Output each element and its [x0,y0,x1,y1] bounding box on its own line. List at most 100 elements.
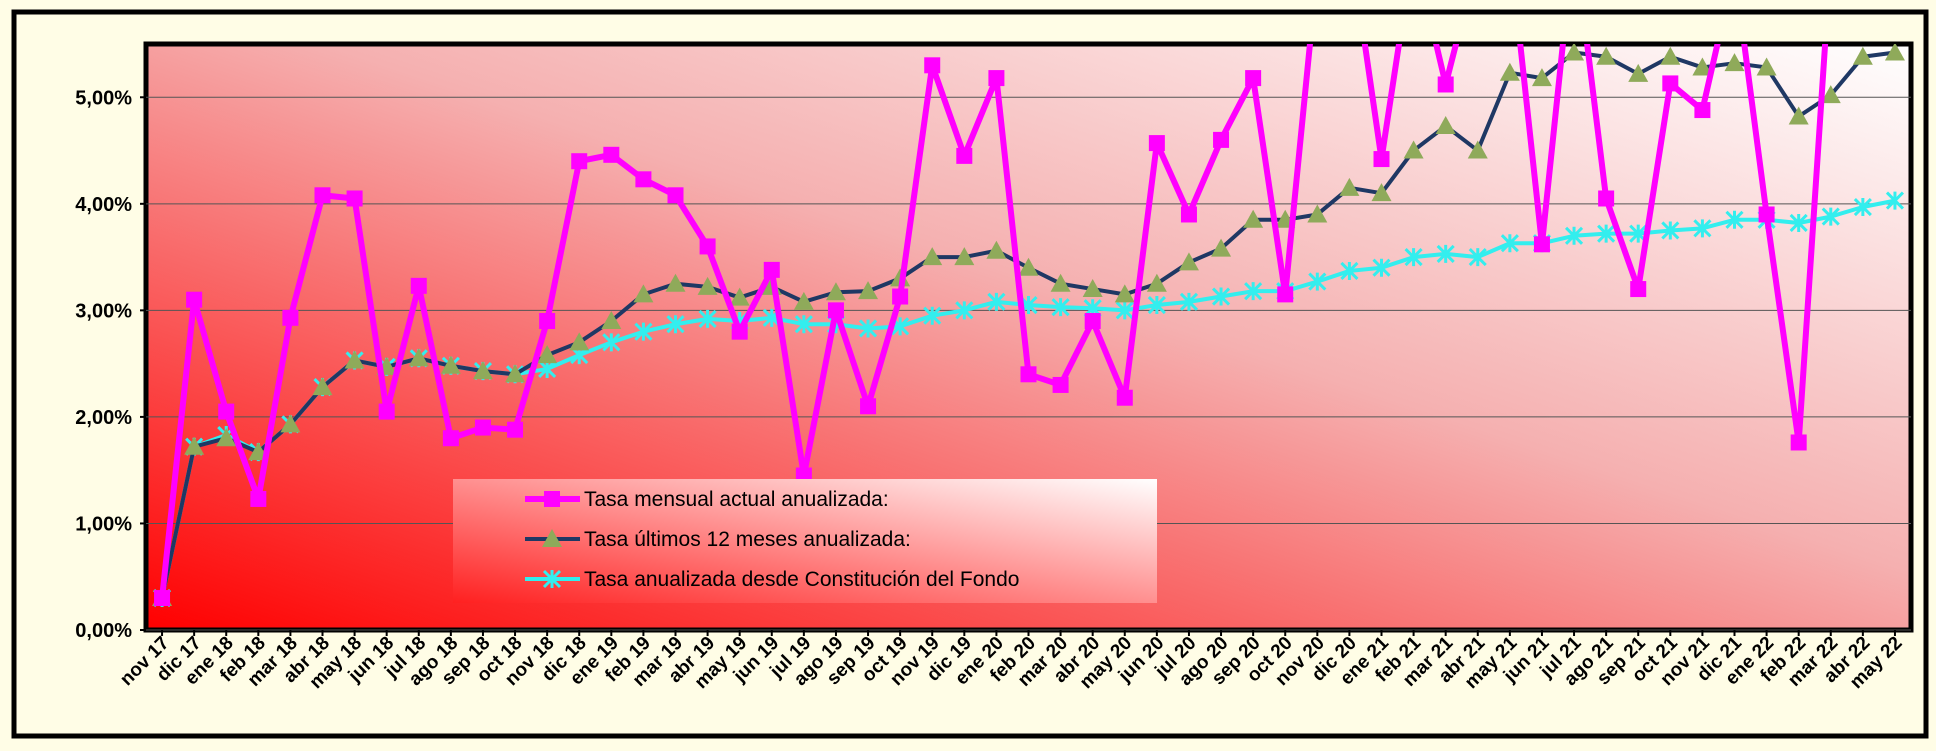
marker [1115,301,1134,320]
marker [1596,46,1617,65]
marker [1820,85,1841,104]
marker [729,287,750,306]
marker [602,333,621,352]
marker [505,364,526,383]
marker [378,403,395,420]
marker [1758,206,1775,223]
marker [312,377,333,396]
marker [860,398,877,415]
marker [1436,244,1455,263]
marker [1051,298,1070,317]
marker [1116,389,1133,406]
marker [1435,116,1456,135]
marker [1630,281,1647,298]
marker [472,361,493,380]
marker [1853,197,1872,217]
marker [633,284,654,303]
marker [858,281,879,300]
y-tick-label: 0,00% [75,620,132,642]
marker [1050,273,1071,292]
marker [698,309,717,328]
marker [1339,177,1360,196]
marker [474,419,491,436]
legend-label: Tasa mensual actual anualizada: [584,488,889,511]
marker [667,187,684,204]
legend-label: Tasa anualizada desde Constitución del F… [584,568,1019,591]
marker [539,313,556,330]
marker [1018,257,1039,276]
marker [954,247,975,266]
marker [1437,76,1454,93]
marker [1211,238,1232,257]
marker [442,430,459,447]
marker [1531,68,1552,87]
marker [1372,258,1391,277]
marker [634,322,653,341]
marker [665,273,686,292]
marker [216,428,237,447]
marker [542,569,562,589]
marker [988,70,1005,87]
marker [1146,273,1167,292]
marker [184,436,205,455]
marker [346,190,363,207]
marker [1147,295,1166,315]
marker [1178,252,1199,271]
marker [1788,106,1809,125]
marker [1661,221,1680,240]
marker [1245,70,1262,87]
marker [1852,46,1873,65]
marker [1564,44,1585,61]
marker [956,147,973,164]
marker [507,421,524,438]
marker [1180,206,1197,223]
marker [1084,313,1101,330]
marker [218,403,235,420]
marker [542,529,562,547]
marker [986,240,1007,259]
y-tick-label: 3,00% [75,300,132,322]
marker [282,309,299,326]
marker [1694,102,1711,119]
marker [1693,219,1712,238]
marker [1756,57,1777,76]
marker [1598,190,1615,207]
marker [1790,434,1807,451]
marker [1884,44,1905,61]
marker [699,238,716,255]
marker [1533,236,1550,253]
marker [1499,62,1520,81]
marker [1500,234,1519,253]
y-tick-label: 2,00% [75,407,132,429]
marker [1340,261,1359,281]
marker [1692,57,1713,76]
marker [793,291,814,310]
marker [544,491,560,507]
marker [1308,272,1327,291]
marker [1114,284,1135,303]
marker [666,315,685,334]
marker [1020,366,1037,383]
marker [1179,292,1199,311]
marker [922,247,943,266]
marker [955,301,974,320]
marker [1213,131,1230,148]
marker [1211,287,1231,306]
marker [1725,210,1744,229]
marker [314,187,331,204]
marker [825,282,846,301]
marker [1467,140,1488,159]
marker [1371,183,1392,202]
marker [731,323,748,340]
marker [1468,248,1487,267]
marker [344,350,365,369]
marker [569,332,590,351]
marker [603,146,620,163]
marker [440,355,461,374]
marker [1597,224,1616,243]
marker [250,490,267,507]
marker [1243,209,1264,228]
marker [827,302,844,319]
